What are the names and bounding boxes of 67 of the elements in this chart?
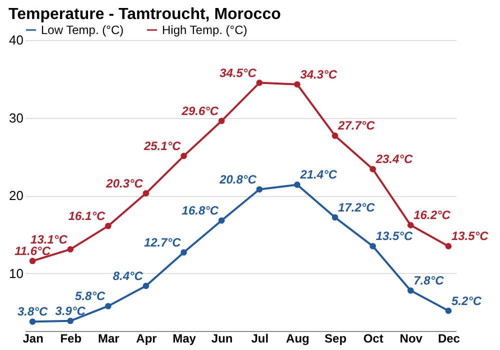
x-tick-label: Dec	[438, 332, 460, 346]
data-label: 12.7°C	[144, 235, 182, 250]
data-label: 11.6°C	[14, 244, 51, 258]
data-label: 25.1°C	[142, 138, 182, 153]
point	[332, 132, 338, 139]
x-tick-label: Sep	[324, 332, 347, 346]
x-tick-label: Nov	[400, 332, 423, 346]
point	[445, 243, 452, 250]
point	[218, 217, 225, 224]
point	[370, 243, 376, 250]
point	[67, 246, 74, 252]
point	[332, 214, 338, 221]
point	[370, 166, 376, 172]
data-label: 13.1°C	[30, 232, 68, 246]
data-label: 16.1°C	[68, 208, 106, 223]
data-label: 8.4°C	[112, 268, 144, 283]
data-label: 34.3°C	[300, 67, 338, 82]
y-tick-label: 30	[9, 110, 24, 126]
data-label: 34.5°C	[220, 66, 257, 80]
x-tick-label: May	[172, 332, 196, 346]
point	[142, 190, 150, 196]
point	[67, 318, 74, 324]
data-label: 17.2°C	[338, 200, 376, 214]
data-label: 27.7°C	[337, 118, 376, 133]
data-label: 29.6°C	[180, 104, 219, 118]
x-tick-label: Apr	[136, 332, 158, 346]
y-tick-label: 10	[9, 266, 24, 281]
data-label: 21.4°C	[299, 168, 338, 182]
data-label: 16.2°C	[414, 208, 451, 222]
data-label: 13.5°C	[451, 229, 489, 244]
legend-label: High Temp. (°C)	[162, 23, 248, 37]
chart-title: Temperature - Tamtroucht, Morocco	[8, 6, 282, 23]
point	[180, 249, 187, 256]
point	[294, 81, 300, 88]
point	[407, 287, 414, 294]
y-tick-label: 40	[9, 32, 24, 48]
data-label: 7.8°C	[414, 274, 444, 288]
data-label: 20.8°C	[218, 172, 257, 186]
point	[407, 222, 414, 228]
y-tick-label: 20	[9, 188, 24, 204]
data-label: 13.5°C	[376, 229, 413, 244]
data-label: 16.8°C	[182, 204, 219, 218]
x-tick-label: Oct	[363, 332, 384, 346]
point	[29, 318, 36, 325]
point	[29, 258, 36, 264]
point	[105, 222, 112, 230]
x-tick-label: Jan	[22, 332, 44, 346]
data-label: 3.8°C	[17, 304, 48, 319]
data-label: 5.8°C	[75, 289, 106, 304]
data-label: 5.2°C	[451, 294, 482, 308]
x-tick-label: Aug	[286, 332, 310, 346]
x-tick-label: Mar	[98, 332, 120, 346]
point	[256, 80, 263, 86]
x-tick-label: Jul	[251, 332, 269, 346]
point	[294, 182, 300, 188]
point	[142, 282, 150, 290]
x-tick-label: Jun	[211, 332, 233, 346]
point	[218, 118, 225, 124]
data-label: 20.3°C	[105, 176, 144, 190]
legend-label: Low Temp. (°C)	[41, 23, 124, 37]
data-label: 3.9°C	[55, 304, 86, 318]
x-tick-label: Feb	[60, 332, 82, 346]
point	[445, 308, 452, 314]
point	[180, 152, 187, 160]
point	[105, 302, 112, 310]
point	[256, 186, 263, 193]
data-label: 23.4°C	[374, 152, 413, 166]
